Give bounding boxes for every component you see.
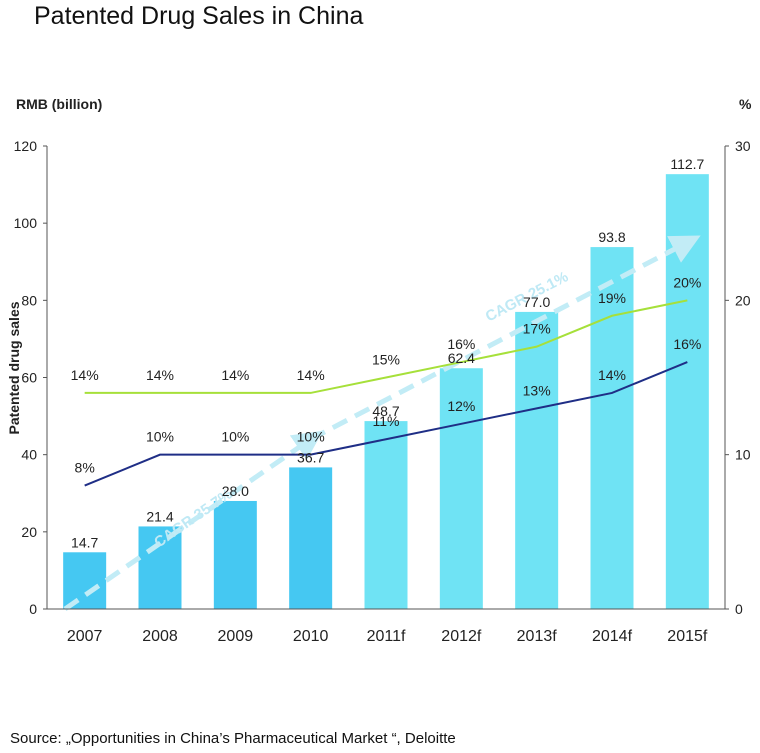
x-tick-label: 2012f [441, 628, 482, 645]
bar-2010 [289, 467, 333, 609]
green-line-label: 14% [71, 367, 99, 383]
bar-2011f [364, 421, 408, 609]
right-tick-label: 20 [735, 292, 751, 308]
right-axis-unit: % [739, 96, 752, 112]
source-note: Source: „Opportunities in China’s Pharma… [10, 730, 456, 747]
left-tick-label: 60 [21, 370, 37, 386]
green-line-label: 14% [221, 367, 249, 383]
green-line-label: 16% [447, 336, 475, 352]
bar-2009 [213, 500, 257, 609]
left-tick-label: 120 [14, 138, 38, 154]
blue-line-label: 14% [598, 367, 626, 383]
blue-line-label: 8% [75, 460, 95, 476]
left-tick-label: 80 [21, 292, 37, 308]
x-tick-label: 2007 [67, 628, 103, 645]
left-tick-label: 20 [21, 524, 37, 540]
bar-value-label: 62.4 [448, 350, 475, 366]
blue-line-label: 12% [447, 398, 475, 414]
green-line-label: 15% [372, 352, 400, 368]
bar-value-label: 93.8 [598, 229, 625, 245]
bar-value-label: 77.0 [523, 294, 550, 310]
right-tick-label: 10 [735, 447, 751, 463]
right-tick-label: 30 [735, 138, 751, 154]
blue-line-label: 16% [673, 336, 701, 352]
x-tick-label: 2015f [667, 628, 708, 645]
bar-2014f [590, 247, 634, 610]
x-tick-label: 2014f [592, 628, 633, 645]
bar-2008 [138, 526, 182, 609]
x-tick-label: 2013f [517, 628, 558, 645]
bar-value-label: 14.7 [71, 534, 98, 550]
green-line-label: 19% [598, 290, 626, 306]
bar-value-label: 36.7 [297, 449, 324, 465]
left-tick-label: 40 [21, 447, 37, 463]
blue-line-label: 10% [297, 429, 325, 445]
x-tick-label: 2011f [367, 628, 406, 645]
x-tick-label: 2009 [218, 628, 254, 645]
left-tick-label: 100 [14, 215, 38, 231]
bar-2013f [515, 311, 559, 609]
green-line-label: 14% [297, 367, 325, 383]
x-tick-label: 2010 [293, 628, 329, 645]
green-line-label: 17% [523, 321, 551, 337]
bar-2012f [439, 368, 483, 609]
bar-value-label: 28.0 [222, 483, 249, 499]
green-line-label: 20% [673, 274, 701, 290]
bar-value-label: 112.7 [670, 156, 704, 172]
green-line-label: 14% [146, 367, 174, 383]
left-tick-label: 0 [29, 601, 37, 617]
bar-2015f [665, 174, 709, 609]
left-axis-unit: RMB (billion) [16, 96, 103, 112]
x-tick-label: 2008 [142, 628, 178, 645]
right-tick-label: 0 [735, 601, 743, 617]
blue-line-label: 11% [373, 413, 400, 429]
chart-title: Patented Drug Sales in China [34, 2, 364, 30]
bar-2007 [63, 552, 107, 609]
cagr-arrow [309, 235, 701, 442]
blue-line-label: 13% [523, 382, 551, 398]
blue-line-label: 10% [146, 429, 174, 445]
blue-line-label: 10% [221, 429, 249, 445]
bar-value-label: 21.4 [146, 508, 173, 524]
bar-value-label: 48.7 [372, 403, 399, 419]
